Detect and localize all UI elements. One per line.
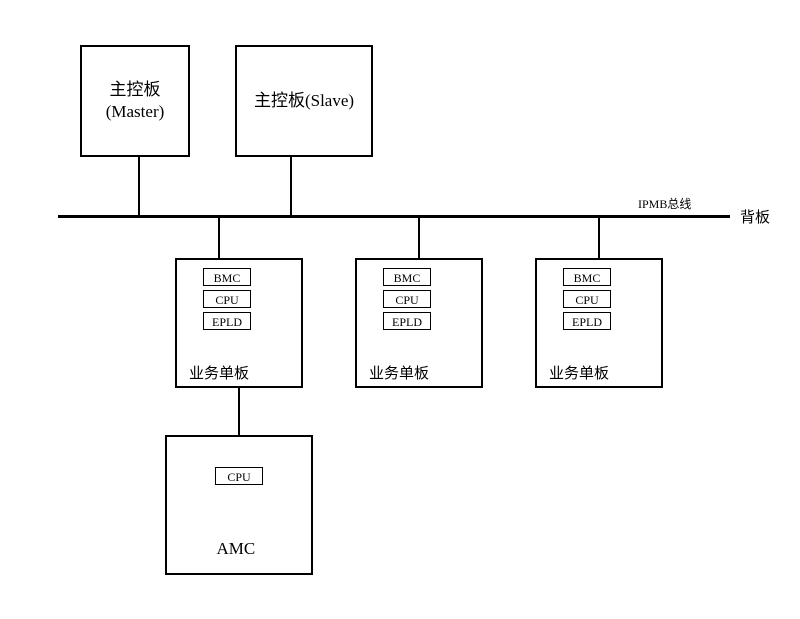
ipmb-bus-label: IPMB总线 xyxy=(638,195,691,212)
sb2-chip-bmc: BMC xyxy=(383,268,431,286)
master-connector xyxy=(138,157,140,215)
amc-connector xyxy=(238,388,240,435)
sb2-chip-epld: EPLD xyxy=(383,312,431,330)
sb1-connector xyxy=(218,218,220,258)
master-label2: (Master) xyxy=(106,101,165,123)
diagram-canvas: IPMB总线背板 主控板(Master) 主控板(Slave) BMC CPU EPLD 业… xyxy=(0,0,800,619)
sb3-chip-epld: EPLD xyxy=(563,312,611,330)
slave-label1: 主控板(Slave) xyxy=(254,90,354,112)
sb2-chip-cpu: CPU xyxy=(383,290,431,308)
sb1-chip-cpu: CPU xyxy=(203,290,251,308)
amc-chip-cpu: CPU xyxy=(215,467,263,485)
sb3-chip-cpu: CPU xyxy=(563,290,611,308)
sb1-label: 业务单板 xyxy=(189,362,249,383)
sb1-chip-bmc: BMC xyxy=(203,268,251,286)
sb3-connector xyxy=(598,218,600,258)
ipmb-bus-line xyxy=(58,215,730,218)
sb2-connector xyxy=(418,218,420,258)
master-label1: 主控板 xyxy=(110,79,161,101)
sb1-chip-epld: EPLD xyxy=(203,312,251,330)
backplane-label: 背板 xyxy=(740,206,770,227)
slave-connector xyxy=(290,157,292,215)
sb3-label: 业务单板 xyxy=(549,362,609,383)
sb2-label: 业务单板 xyxy=(369,362,429,383)
amc-label: AMC xyxy=(217,539,256,559)
sb3-chip-bmc: BMC xyxy=(563,268,611,286)
slave-node: 主控板(Slave) xyxy=(235,45,373,157)
master-node: 主控板(Master) xyxy=(80,45,190,157)
